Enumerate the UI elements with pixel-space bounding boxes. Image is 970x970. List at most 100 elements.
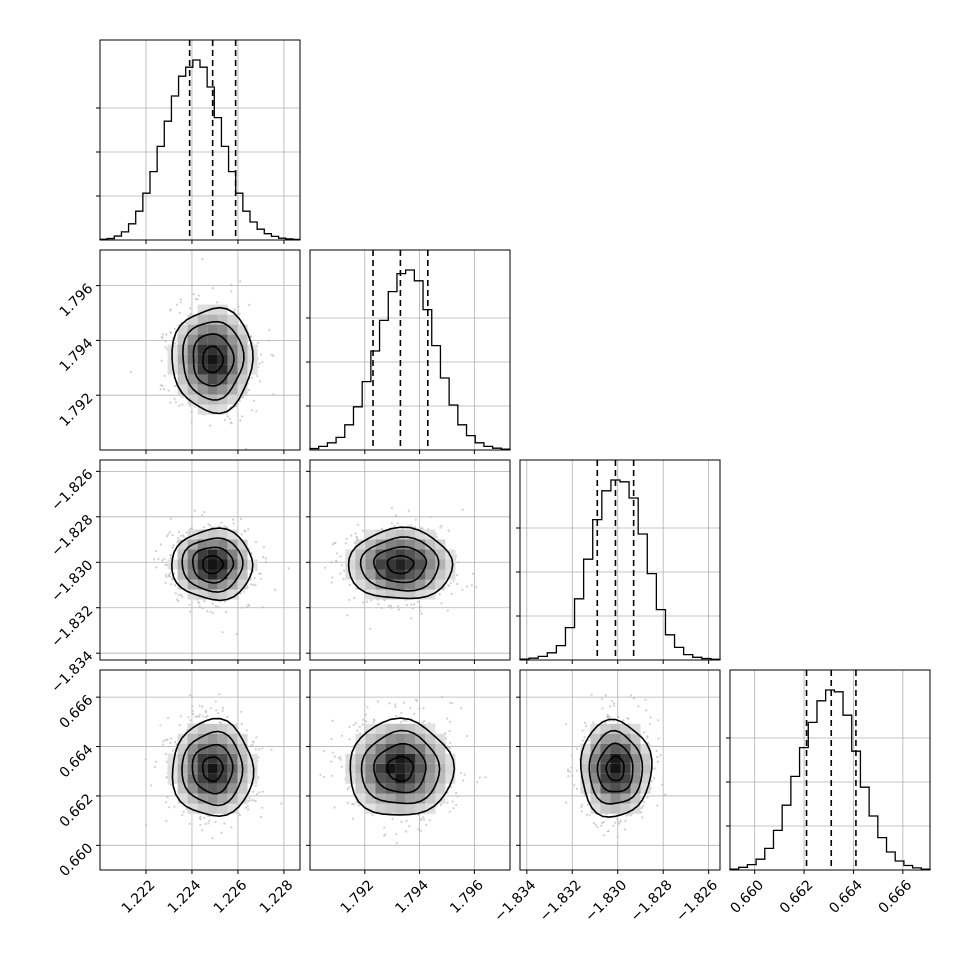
scatter-point bbox=[564, 723, 568, 726]
density-cell bbox=[445, 763, 456, 774]
scatter-point bbox=[600, 697, 604, 701]
contour-level-3 bbox=[347, 526, 454, 600]
density-cell bbox=[227, 559, 238, 570]
scatter-point bbox=[209, 707, 212, 710]
scatter-point bbox=[340, 765, 343, 769]
scatter-point bbox=[185, 322, 188, 325]
scatter-point bbox=[462, 779, 465, 782]
scatter-point bbox=[365, 720, 368, 723]
scatter-point bbox=[449, 785, 453, 789]
scatter-point bbox=[612, 824, 615, 827]
density-grid bbox=[580, 723, 651, 814]
scatter-panel-2-0 bbox=[96, 459, 301, 664]
scatter-point bbox=[346, 788, 349, 791]
scatter-point bbox=[167, 533, 170, 536]
density-cell bbox=[197, 394, 208, 405]
scatter-point bbox=[380, 606, 383, 610]
density-cell bbox=[187, 549, 198, 560]
density-cell bbox=[395, 753, 406, 764]
scatter-point bbox=[178, 724, 181, 727]
density-cell bbox=[197, 404, 208, 415]
scatter-point bbox=[407, 525, 410, 528]
x-tick-labels-col-0: 1.222 1.224 1.226 1.228 bbox=[119, 877, 297, 917]
scatter-point bbox=[164, 738, 167, 741]
scatter-point bbox=[573, 784, 576, 787]
scatter-point bbox=[362, 718, 365, 721]
scatter-point bbox=[160, 384, 163, 387]
scatter-point bbox=[449, 741, 452, 744]
scatter-point bbox=[394, 705, 397, 708]
scatter-point bbox=[174, 342, 177, 345]
density-cell bbox=[425, 733, 436, 744]
contour-level-1 bbox=[373, 743, 427, 794]
scatter-point bbox=[255, 793, 259, 796]
density-cell bbox=[217, 743, 228, 754]
scatter-point bbox=[160, 335, 163, 339]
scatter-point bbox=[348, 738, 351, 741]
density-cell bbox=[197, 793, 208, 804]
scatter-point bbox=[214, 605, 218, 608]
density-cell bbox=[197, 384, 208, 395]
scatter-point bbox=[353, 541, 356, 544]
scatter-point bbox=[247, 603, 250, 606]
density-cell bbox=[365, 549, 376, 560]
scatter-point bbox=[211, 287, 214, 290]
scatter-point bbox=[223, 822, 226, 825]
scatter-point bbox=[198, 713, 201, 716]
scatter-point bbox=[395, 833, 398, 836]
scatter-point bbox=[331, 576, 334, 579]
density-cell bbox=[375, 579, 386, 590]
scatter-point bbox=[421, 721, 424, 724]
density-cell bbox=[187, 773, 198, 784]
scatter-point bbox=[397, 608, 400, 611]
density-cell bbox=[590, 773, 601, 784]
density-cell bbox=[580, 763, 591, 774]
scatter-point bbox=[169, 517, 173, 520]
density-cell bbox=[207, 773, 218, 784]
scatter-panel-1-0 bbox=[96, 249, 301, 454]
density-cell bbox=[395, 529, 406, 540]
scatter-point bbox=[185, 531, 188, 534]
scatter-point bbox=[287, 567, 290, 570]
scatter-point bbox=[159, 543, 162, 546]
scatter-point bbox=[248, 797, 251, 800]
panel-frame bbox=[729, 669, 931, 871]
contour-level-1 bbox=[372, 545, 428, 584]
density-cell bbox=[610, 803, 621, 814]
density-cell bbox=[415, 529, 426, 540]
density-cell bbox=[415, 589, 426, 600]
scatter-point bbox=[216, 301, 219, 304]
density-cell bbox=[247, 763, 258, 774]
density-cell bbox=[365, 569, 376, 580]
hist-panel-3 bbox=[726, 669, 931, 874]
histogram-step bbox=[519, 479, 721, 660]
scatter-point bbox=[645, 709, 648, 712]
scatter-point bbox=[252, 399, 256, 402]
density-cell bbox=[630, 733, 641, 744]
density-cell bbox=[600, 773, 611, 784]
density-cell bbox=[375, 773, 386, 784]
scatter-point bbox=[203, 816, 206, 820]
density-cell bbox=[435, 753, 446, 764]
scatter-point bbox=[264, 560, 267, 564]
density-cell bbox=[207, 589, 218, 600]
density-cell bbox=[375, 763, 386, 774]
scatter-point bbox=[587, 803, 590, 806]
scatter-point bbox=[399, 721, 402, 724]
scatter-point bbox=[575, 747, 579, 751]
density-cell bbox=[365, 529, 376, 540]
density-cell bbox=[405, 743, 416, 754]
scatter-point bbox=[144, 758, 147, 761]
scatter-point bbox=[188, 694, 192, 697]
scatter-point bbox=[410, 617, 413, 620]
density-grid bbox=[167, 529, 258, 600]
density-cell bbox=[395, 743, 406, 754]
density-cell bbox=[600, 803, 611, 814]
scatter-point bbox=[444, 732, 447, 735]
scatter-point bbox=[640, 807, 643, 810]
density-cell bbox=[217, 384, 228, 395]
density-cell bbox=[435, 773, 446, 784]
density-cell bbox=[610, 733, 621, 744]
scatter-panel-2-1 bbox=[306, 459, 511, 664]
